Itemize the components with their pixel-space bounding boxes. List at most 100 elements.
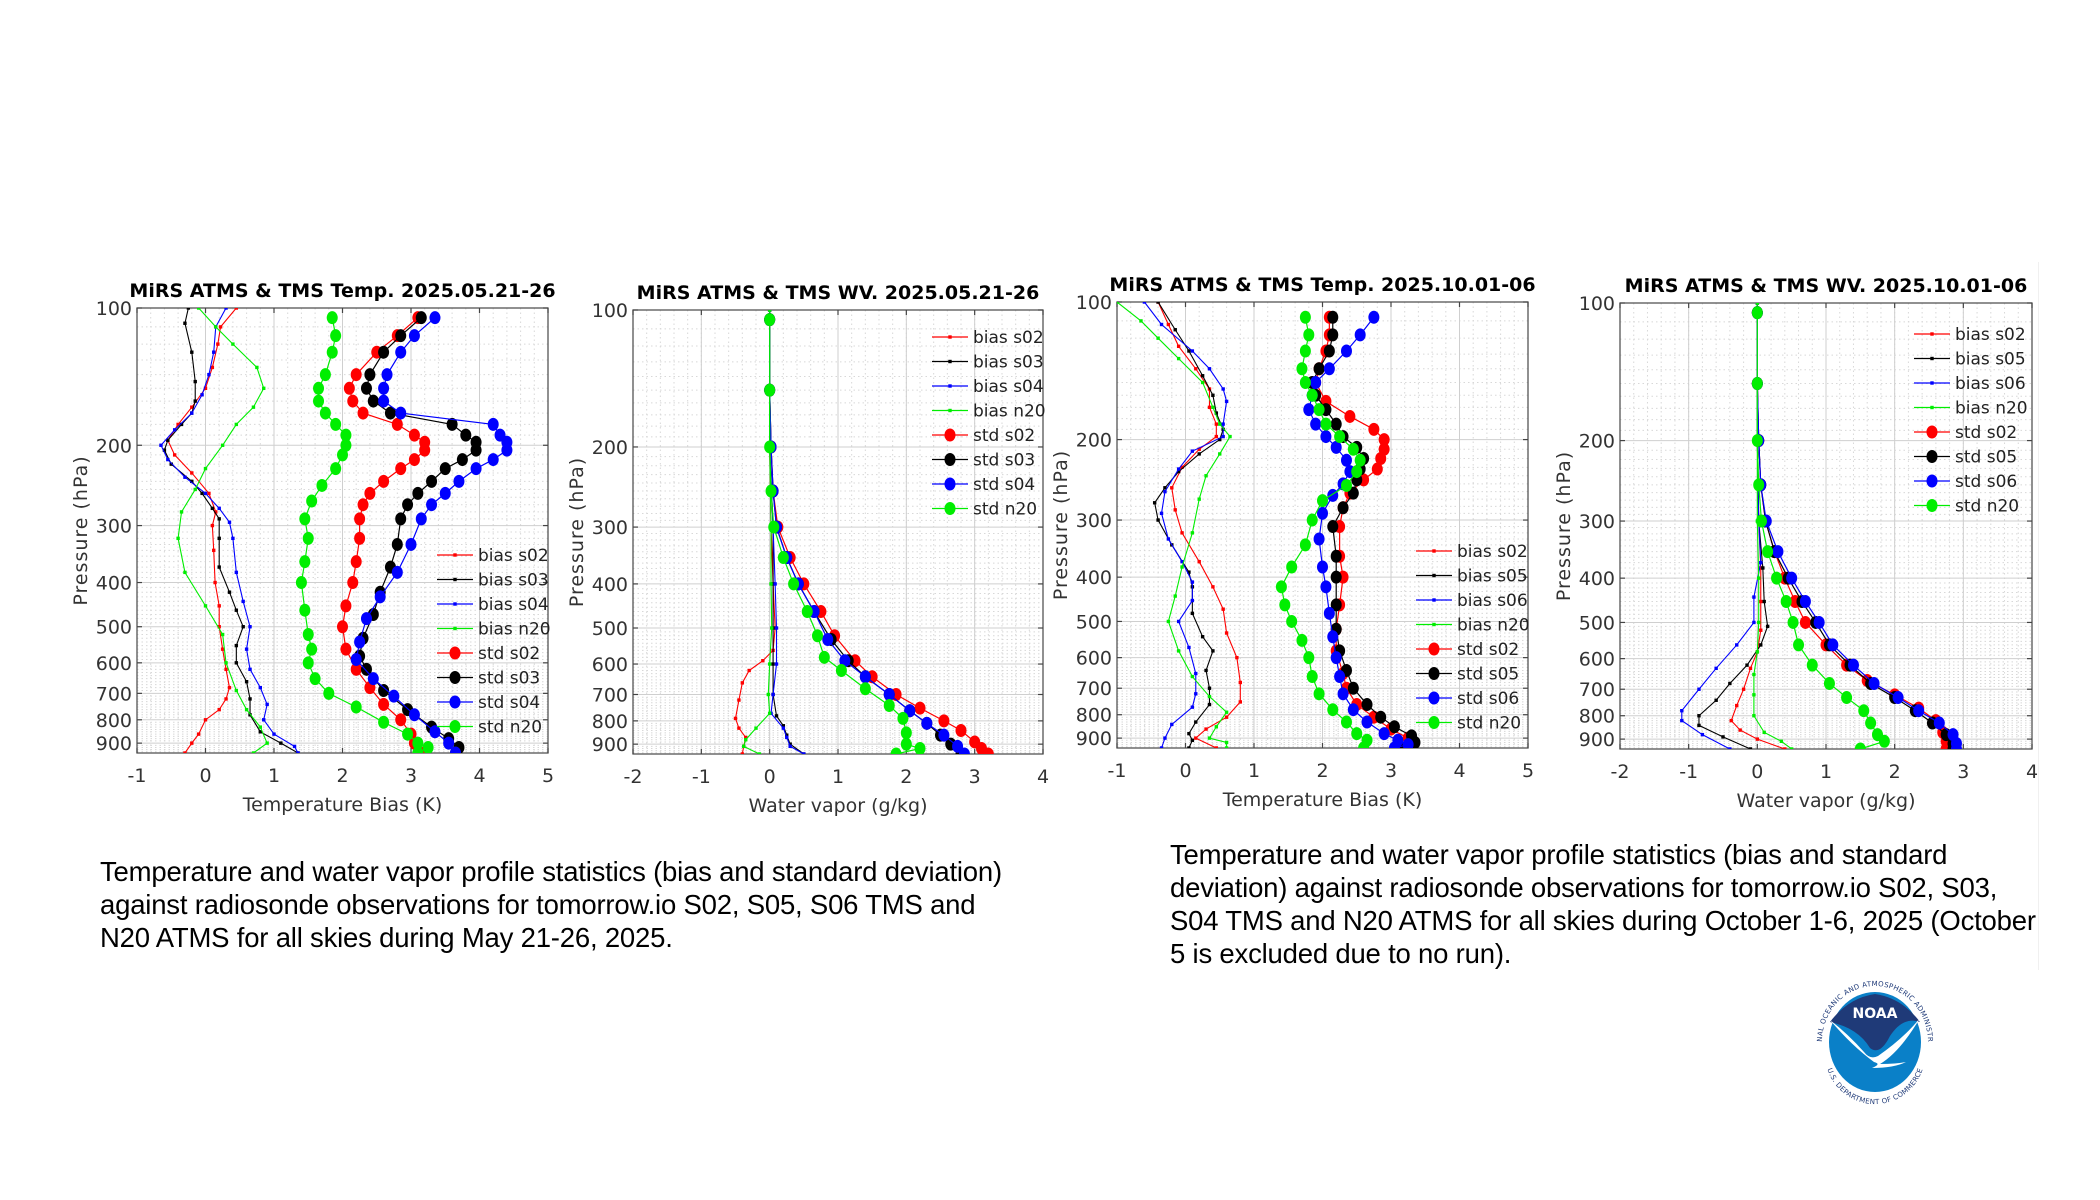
data-point [1224, 710, 1229, 714]
data-point [1156, 302, 1160, 304]
data-point [1275, 580, 1287, 594]
data-point [193, 399, 197, 403]
data-point [1735, 643, 1739, 647]
x-tick-label: 1 [832, 766, 844, 788]
data-point [1762, 545, 1774, 559]
data-point [299, 512, 311, 526]
legend: bias s02 bias s03 bias s04 bias n20 std s02 s… [437, 546, 551, 738]
data-point [227, 520, 232, 524]
legend-swatch-marker [449, 720, 461, 733]
data-point [340, 428, 352, 442]
data-point [1224, 399, 1229, 404]
legend-label: std s06 [1955, 472, 2017, 492]
data-point [1221, 607, 1225, 611]
data-point [453, 474, 465, 488]
data-point [1299, 310, 1311, 324]
data-point [1211, 393, 1215, 397]
data-point [1759, 599, 1763, 604]
legend-label: std s05 [1955, 448, 2017, 468]
legend-label: std s02 [973, 426, 1035, 446]
data-point [319, 368, 331, 382]
data-point [378, 345, 390, 359]
data-point [262, 386, 266, 390]
data-point [1238, 680, 1242, 685]
data-point [248, 667, 252, 672]
y-tick-label: 200 [96, 435, 132, 457]
legend-swatch-marker [1930, 381, 1934, 385]
data-point [330, 462, 342, 476]
data-point [1745, 663, 1749, 667]
data-point [766, 692, 770, 697]
data-point [1214, 725, 1219, 729]
data-point [1180, 465, 1184, 470]
legend-label: bias s06 [1457, 591, 1528, 611]
data-point [391, 565, 403, 579]
data-point [1878, 734, 1890, 748]
data-point [1228, 434, 1232, 439]
legend-swatch-marker [948, 408, 952, 413]
legend-label: std s05 [1457, 665, 1519, 685]
data-point [1320, 580, 1332, 594]
data-point [1180, 531, 1184, 535]
chart-title: MiRS ATMS & TMS WV. 2025.10.01-06 [1625, 275, 2028, 297]
legend-label: std n20 [1457, 714, 1521, 734]
legend-swatch-marker [453, 553, 457, 557]
data-point [1347, 442, 1359, 456]
data-point [788, 744, 792, 749]
data-point [859, 682, 871, 696]
data-point [1892, 691, 1904, 705]
data-point [1187, 645, 1191, 650]
legend-swatch-marker [1930, 332, 1934, 336]
data-point [1330, 598, 1342, 612]
data-point [357, 406, 369, 420]
data-point [1751, 434, 1763, 448]
legend-item: bias s02 [437, 546, 549, 566]
data-point [1187, 731, 1191, 736]
data-point [1361, 715, 1373, 729]
data-point [395, 329, 407, 343]
data-point [958, 747, 970, 754]
data-point [1159, 746, 1164, 748]
data-point [439, 462, 451, 476]
data-point [771, 662, 775, 666]
x-tick-label: 3 [405, 765, 417, 787]
y-tick-label: 700 [1076, 678, 1112, 700]
data-point [367, 672, 379, 686]
data-point [761, 659, 765, 663]
data-point [904, 704, 916, 718]
data-point [900, 726, 912, 740]
y-tick-label: 400 [592, 574, 628, 596]
data-point [200, 393, 204, 397]
data-point [1933, 716, 1945, 730]
data-point [1218, 437, 1222, 442]
legend-swatch-marker [453, 626, 457, 631]
legend-swatch-marker [453, 602, 457, 606]
legend-swatch-marker [449, 646, 461, 660]
data-point [1235, 655, 1239, 660]
legend-label: bias s04 [973, 377, 1044, 397]
legend-item: std s06 [1416, 689, 1519, 709]
data-point [890, 747, 902, 754]
data-point [781, 724, 786, 728]
legend-item: bias s05 [1416, 567, 1528, 587]
legend-swatch-marker [1926, 499, 1938, 512]
x-tick-label: 0 [199, 765, 211, 787]
data-point [740, 681, 745, 685]
data-point [162, 448, 167, 452]
data-point [326, 311, 338, 325]
data-point [1340, 453, 1352, 467]
y-tick-label: 500 [1076, 611, 1112, 633]
x-tick-label: 2 [900, 766, 912, 788]
y-tick-label: 100 [592, 300, 628, 322]
y-tick-label: 100 [1579, 293, 1615, 315]
data-point [412, 746, 424, 753]
data-point [412, 486, 424, 500]
y-tick-label: 600 [1076, 648, 1112, 670]
data-point [883, 687, 895, 701]
data-point [1330, 651, 1342, 665]
data-point [1166, 537, 1171, 541]
data-point [319, 406, 331, 420]
y-tick-label: 700 [96, 683, 132, 705]
data-point [1211, 649, 1215, 653]
